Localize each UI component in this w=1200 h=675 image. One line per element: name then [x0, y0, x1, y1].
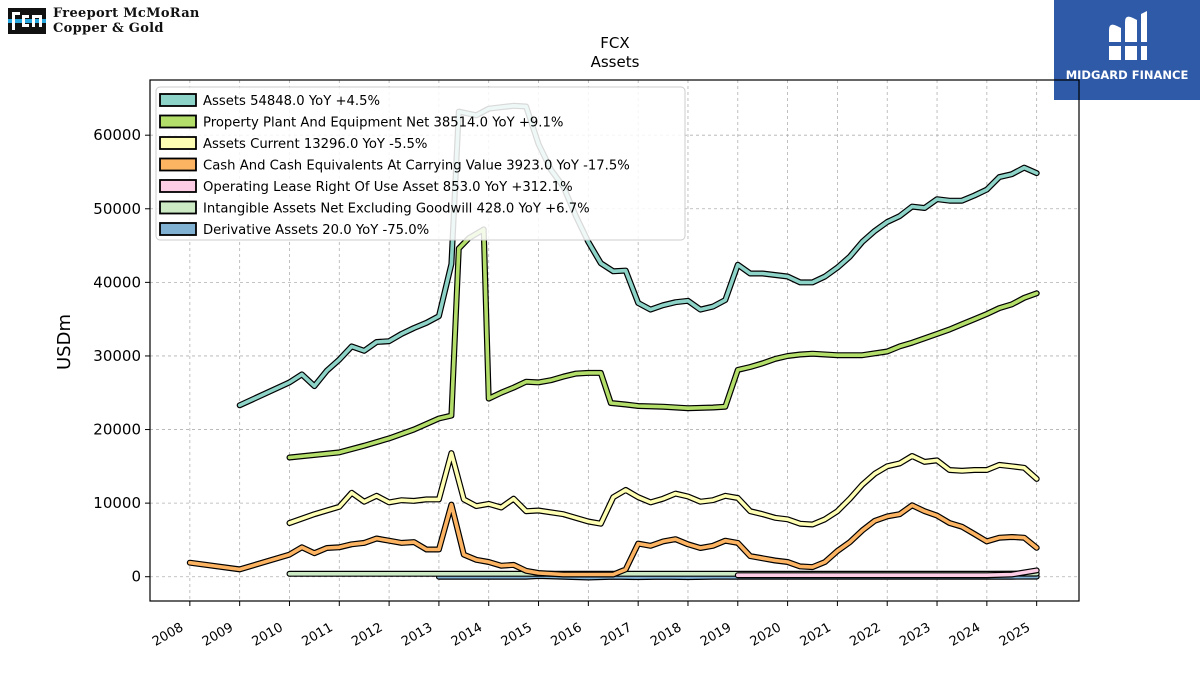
series-line-operating-lease-right-of-use-asset: [736, 568, 1039, 577]
legend-swatch: [159, 114, 197, 129]
legend-swatch: [159, 136, 197, 150]
x-tick-label: 2022: [847, 620, 883, 650]
plot-frame: [149, 79, 1080, 602]
y-tick-label: 10000: [93, 494, 141, 512]
chart-subtitle: Assets: [591, 53, 640, 71]
x-axis: 2008 2009 2010 2011 2012 2013 2014 2015 2016 2017…: [150, 601, 1038, 650]
fcx-logo-icon: [8, 8, 46, 34]
x-tick-label: 2018: [648, 620, 684, 650]
company-name-line2: Copper & Gold: [53, 21, 164, 36]
x-tick-label: 2016: [549, 620, 585, 650]
brand-name: MIDGARD FINANCE: [1065, 68, 1189, 82]
legend-swatch: [159, 222, 197, 236]
brand-logo: MIDGARD FINANCE: [1054, 0, 1200, 100]
x-tick-label: 2021: [798, 620, 834, 650]
x-tick-label: 2008: [150, 620, 186, 650]
x-tick-label: 2020: [748, 620, 784, 650]
y-tick-label: 30000: [93, 347, 141, 365]
y-tick-label: 50000: [93, 200, 141, 218]
series-line-assets-current: [287, 451, 1039, 527]
legend-entries: Assets 54848.0 YoY +4.5% Property Plant A…: [159, 93, 630, 238]
legend-label: Assets Current 13296.0 YoY -5.5%: [203, 137, 427, 152]
legend-swatch: [159, 200, 197, 215]
x-tick-label: 2023: [897, 620, 933, 650]
series-line-assets: [237, 104, 1039, 408]
legend-label: Cash And Cash Equivalents At Carrying Va…: [203, 159, 630, 174]
y-tick-label: 0: [131, 568, 141, 586]
legend-label: Property Plant And Equipment Net 38514.0…: [203, 116, 563, 131]
x-tick-label: 2019: [698, 620, 734, 650]
legend-label: Derivative Assets 20.0 YoY -75.0%: [203, 223, 429, 238]
x-tick-label: 2017: [598, 620, 634, 650]
x-tick-label: 2013: [399, 620, 435, 650]
x-tick-label: 2009: [200, 620, 236, 650]
y-tick-label: 60000: [93, 126, 141, 144]
x-tick-label: 2010: [250, 620, 286, 650]
legend: Assets 54848.0 YoY +4.5% Property Plant A…: [155, 86, 686, 241]
y-axis-label: USDm: [54, 314, 75, 370]
legend-label: Assets 54848.0 YoY +4.5%: [203, 94, 380, 109]
x-tick-label: 2014: [449, 620, 485, 650]
x-tick-label: 2024: [947, 620, 983, 650]
chart-title: FCX: [600, 34, 629, 52]
x-tick-label: 2025: [997, 620, 1033, 650]
legend-box: [155, 86, 686, 241]
legend-swatch: [159, 93, 197, 107]
y-tick-label: 40000: [93, 273, 141, 291]
y-tick-label: 20000: [93, 421, 141, 439]
company-name-line1: Freeport McMoRan: [53, 6, 200, 21]
series-line-cash-and-cash-equivalents-at-carrying-value: [188, 502, 1039, 577]
company-logo: Freeport McMoRan Copper & Gold: [8, 6, 218, 38]
x-tick-label: 2015: [499, 620, 535, 650]
legend-swatch: [159, 157, 197, 172]
legend-swatch: [159, 179, 197, 193]
legend-label: Operating Lease Right Of Use Asset 853.0…: [203, 180, 573, 195]
y-axis: 0 10000 20000 30000 40000 50000 60000: [93, 126, 150, 586]
series-line-property-plant-and-equipment-net: [287, 227, 1039, 460]
legend-label: Intangible Assets Net Excluding Goodwill…: [203, 202, 590, 217]
series-outline-property-plant-and-equipment-net: [286, 226, 1040, 461]
x-tick-label: 2012: [349, 620, 385, 650]
midgard-m-icon: [1105, 11, 1151, 61]
x-tick-label: 2011: [299, 620, 335, 650]
